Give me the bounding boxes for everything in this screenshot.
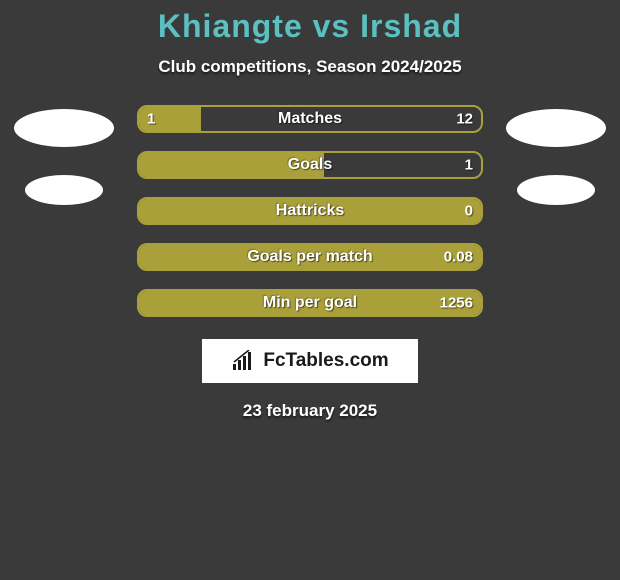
avatar — [25, 175, 103, 205]
avatar — [506, 109, 606, 147]
bar-right-value: 0 — [465, 203, 473, 220]
bar-right-value: 1 — [465, 157, 473, 174]
bar-label: Min per goal — [263, 294, 357, 312]
bar-label: Hattricks — [276, 202, 344, 220]
bar-right-value: 0.08 — [444, 249, 473, 266]
subtitle: Club competitions, Season 2024/2025 — [0, 57, 620, 77]
right-avatars — [501, 105, 611, 205]
date-line: 23 february 2025 — [0, 401, 620, 421]
avatar — [517, 175, 595, 205]
stat-bar-matches: 1 Matches 12 — [137, 105, 483, 133]
stat-bar-hattricks: Hattricks 0 — [137, 197, 483, 225]
stat-section: 1 Matches 12 Goals 1 Hattricks 0 Goals p… — [0, 105, 620, 317]
left-avatars — [9, 105, 119, 205]
bar-right-value: 12 — [456, 111, 473, 128]
bar-left-value: 1 — [147, 111, 155, 128]
page-title: Khiangte vs Irshad — [0, 8, 620, 45]
logo-box[interactable]: FcTables.com — [202, 339, 418, 383]
bar-right-value: 1256 — [440, 295, 473, 312]
stat-bar-goals: Goals 1 — [137, 151, 483, 179]
bar-label: Goals — [288, 156, 332, 174]
stat-bar-goals-per-match: Goals per match 0.08 — [137, 243, 483, 271]
avatar — [14, 109, 114, 147]
bar-label: Matches — [278, 110, 342, 128]
stat-bar-min-per-goal: Min per goal 1256 — [137, 289, 483, 317]
chart-icon — [231, 350, 257, 372]
bars-column: 1 Matches 12 Goals 1 Hattricks 0 Goals p… — [137, 105, 483, 317]
logo-text: FcTables.com — [263, 350, 388, 372]
comparison-card: Khiangte vs Irshad Club competitions, Se… — [0, 0, 620, 421]
bar-label: Goals per match — [247, 248, 372, 266]
